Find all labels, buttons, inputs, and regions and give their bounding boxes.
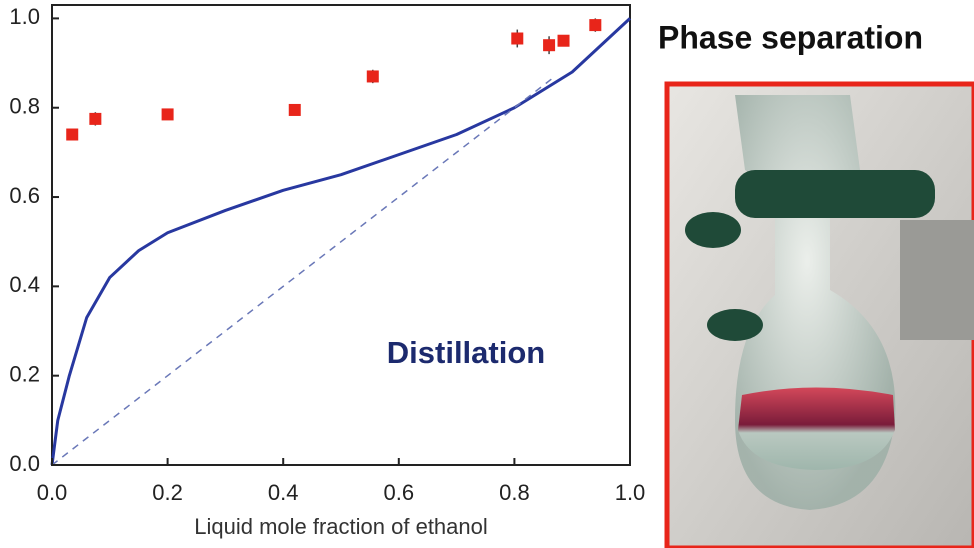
x-tick-label: 1.0 — [615, 480, 646, 505]
plot-area — [50, 17, 632, 466]
clamp-tip — [707, 309, 763, 341]
x-tick-label: 0.8 — [499, 480, 530, 505]
x-tick-label: 0.0 — [37, 480, 68, 505]
photo-caption: Phase separation — [658, 19, 923, 55]
data-point — [511, 32, 524, 45]
x-tick-label: 0.6 — [384, 480, 415, 505]
data-point — [161, 108, 174, 121]
y-tick-label: 0.4 — [9, 272, 40, 297]
plot-frame — [51, 4, 631, 466]
x-tick-label: 0.2 — [152, 480, 183, 505]
x-tick-label: 0.4 — [268, 480, 299, 505]
y-tick-label: 0.6 — [9, 183, 40, 208]
flask-liquid — [738, 387, 895, 470]
diagonal-line — [51, 75, 556, 466]
data-point — [66, 128, 79, 141]
data-point — [557, 34, 570, 47]
data-point — [288, 103, 301, 116]
y-tick-label: 0.8 — [9, 94, 40, 119]
data-point — [366, 70, 379, 83]
photo — [664, 81, 974, 548]
annotation: Distillation — [387, 335, 545, 370]
x-axis-label: Liquid mole fraction of ethanol — [194, 514, 488, 539]
data-point — [543, 39, 556, 52]
data-point — [589, 19, 602, 32]
clamp — [735, 170, 935, 218]
curve — [50, 17, 632, 466]
clamp-tip — [685, 212, 741, 248]
data-point — [89, 112, 102, 125]
y-tick-label: 1.0 — [9, 4, 40, 29]
stand — [900, 220, 974, 340]
y-tick-label: 0.2 — [9, 361, 40, 386]
y-tick-label: 0.0 — [9, 451, 40, 476]
